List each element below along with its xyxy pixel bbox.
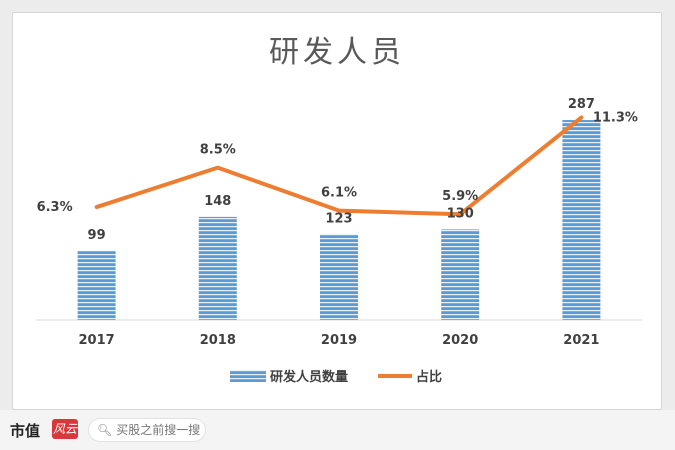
x-tick-2018: 2018 bbox=[200, 333, 236, 348]
line-label-2020: 5.9% bbox=[442, 189, 478, 204]
legend-swatch-bar bbox=[230, 370, 266, 382]
brand-logo: 市值 bbox=[10, 422, 41, 440]
footer-bar: 市值 风云 🔍︎ 买股之前搜一搜 bbox=[0, 410, 675, 450]
legend-label-bar: 研发人员数量 bbox=[270, 369, 348, 385]
chart-title: 研发人员 bbox=[269, 35, 405, 70]
x-tick-2017: 2017 bbox=[79, 333, 115, 348]
line-label-2018: 8.5% bbox=[200, 143, 236, 158]
bar-label-2018: 148 bbox=[204, 194, 231, 209]
bar-2021 bbox=[562, 120, 601, 320]
bar-label-2017: 99 bbox=[88, 228, 106, 243]
line-label-2019: 6.1% bbox=[321, 186, 357, 201]
bar-2018 bbox=[198, 216, 237, 320]
x-tick-2020: 2020 bbox=[442, 333, 478, 348]
bar-2019 bbox=[320, 234, 358, 320]
line-label-2017: 6.3% bbox=[37, 200, 73, 215]
search-box[interactable]: 🔍︎ 买股之前搜一搜 bbox=[88, 418, 206, 442]
bar-label-2021: 287 bbox=[568, 97, 595, 112]
search-icon: 🔍︎ bbox=[97, 423, 113, 437]
brand-mark: 风云 bbox=[52, 419, 78, 439]
chart-svg: 99 2017 148 2018 123 2019 130 2020 287 2021 6.3% 8.… bbox=[36, 97, 642, 385]
search-placeholder: 买股之前搜一搜 bbox=[116, 423, 201, 437]
x-tick-2021: 2021 bbox=[563, 333, 599, 348]
bar-label-2019: 123 bbox=[325, 211, 352, 226]
bar-label-2020: 130 bbox=[447, 206, 474, 221]
line-series-ratio bbox=[94, 115, 584, 217]
x-tick-2019: 2019 bbox=[321, 333, 357, 348]
line-label-2021: 11.3% bbox=[593, 110, 638, 125]
legend-label-line: 占比 bbox=[416, 369, 442, 385]
bar-2020 bbox=[441, 229, 480, 320]
bar-2017 bbox=[77, 251, 116, 320]
